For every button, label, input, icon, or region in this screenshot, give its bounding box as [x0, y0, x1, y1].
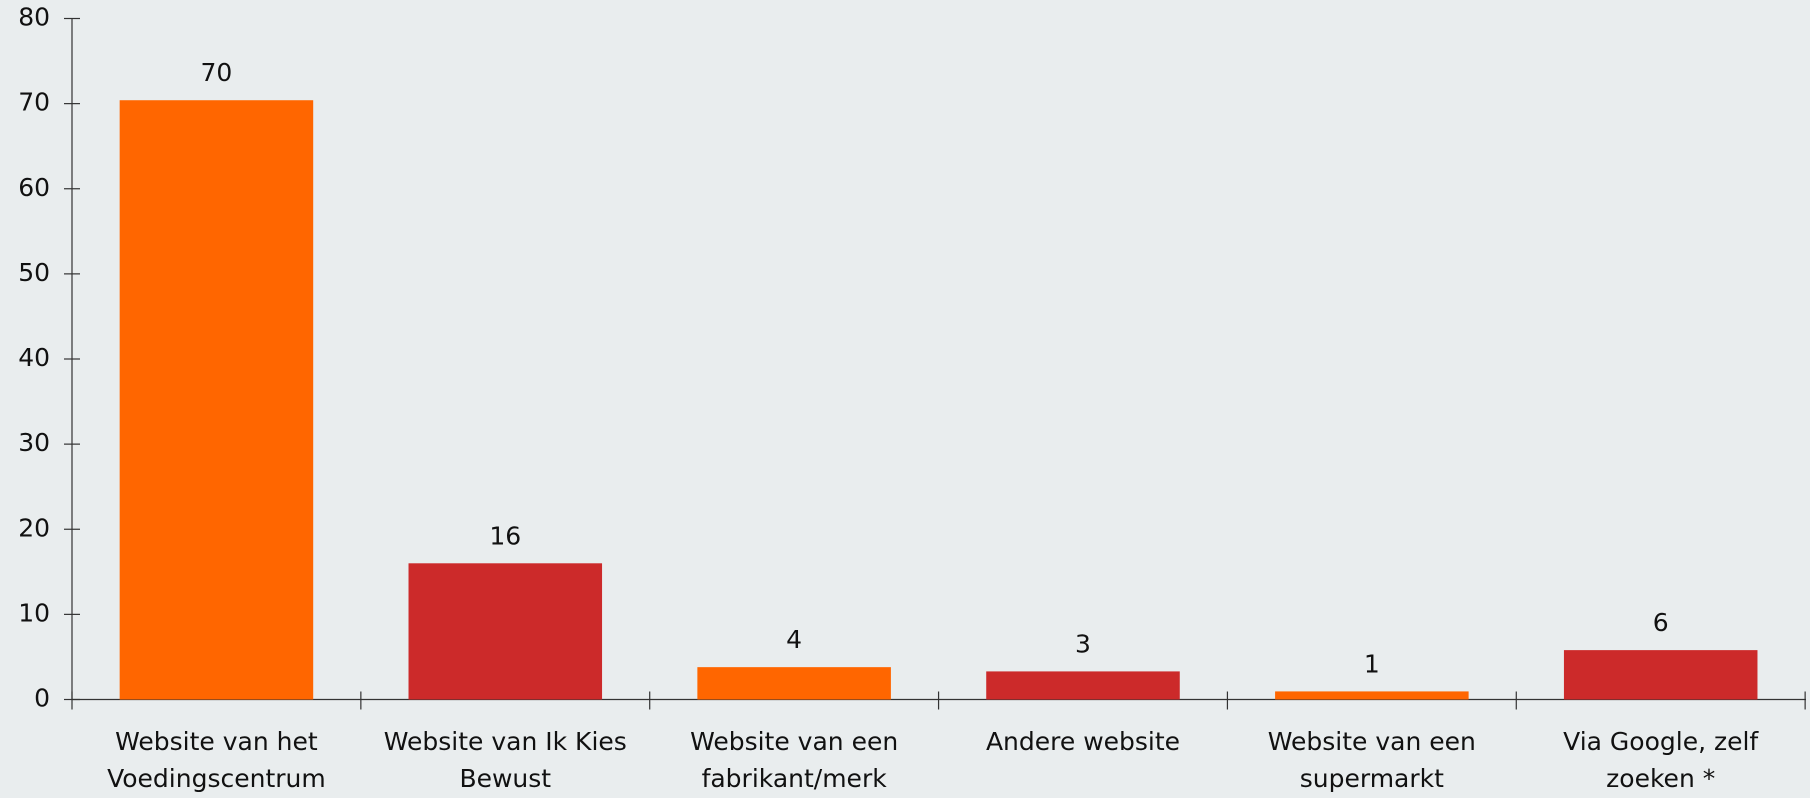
bar [408, 563, 603, 700]
y-tick-label: 60 [18, 173, 50, 202]
y-tick-label: 80 [18, 3, 50, 32]
value-label: 4 [786, 625, 802, 654]
x-tick-label: Voedingscentrum [107, 764, 326, 793]
y-tick-label: 20 [18, 513, 50, 542]
y-tick-label: 40 [18, 343, 50, 372]
x-tick-label: Bewust [459, 764, 551, 793]
x-tick-label: fabrikant/merk [702, 764, 888, 793]
x-tick-label: zoeken * [1606, 764, 1715, 793]
bar [986, 671, 1180, 700]
value-label: 3 [1075, 629, 1091, 658]
y-tick-label: 50 [18, 258, 50, 287]
value-label: 1 [1364, 649, 1380, 678]
value-label: 6 [1653, 608, 1669, 637]
x-tick-label: Website van het [115, 727, 318, 756]
value-label: 16 [489, 521, 521, 550]
x-tick-label: Andere website [986, 727, 1180, 756]
x-tick-label: Via Google, zelf [1563, 727, 1759, 756]
y-tick-label: 10 [18, 598, 50, 627]
x-tick-label: Website van Ik Kies [384, 727, 627, 756]
y-tick-label: 30 [18, 428, 50, 457]
bar [697, 667, 891, 700]
bar [119, 100, 314, 700]
x-tick-label: Website van een [1268, 727, 1476, 756]
y-tick-label: 70 [18, 88, 50, 117]
bar [1563, 650, 1758, 700]
x-tick-label: Website van een [690, 727, 898, 756]
y-tick-label: 0 [34, 684, 50, 713]
value-label: 70 [201, 58, 233, 87]
bar [1275, 691, 1469, 700]
x-tick-label: supermarkt [1300, 764, 1444, 793]
